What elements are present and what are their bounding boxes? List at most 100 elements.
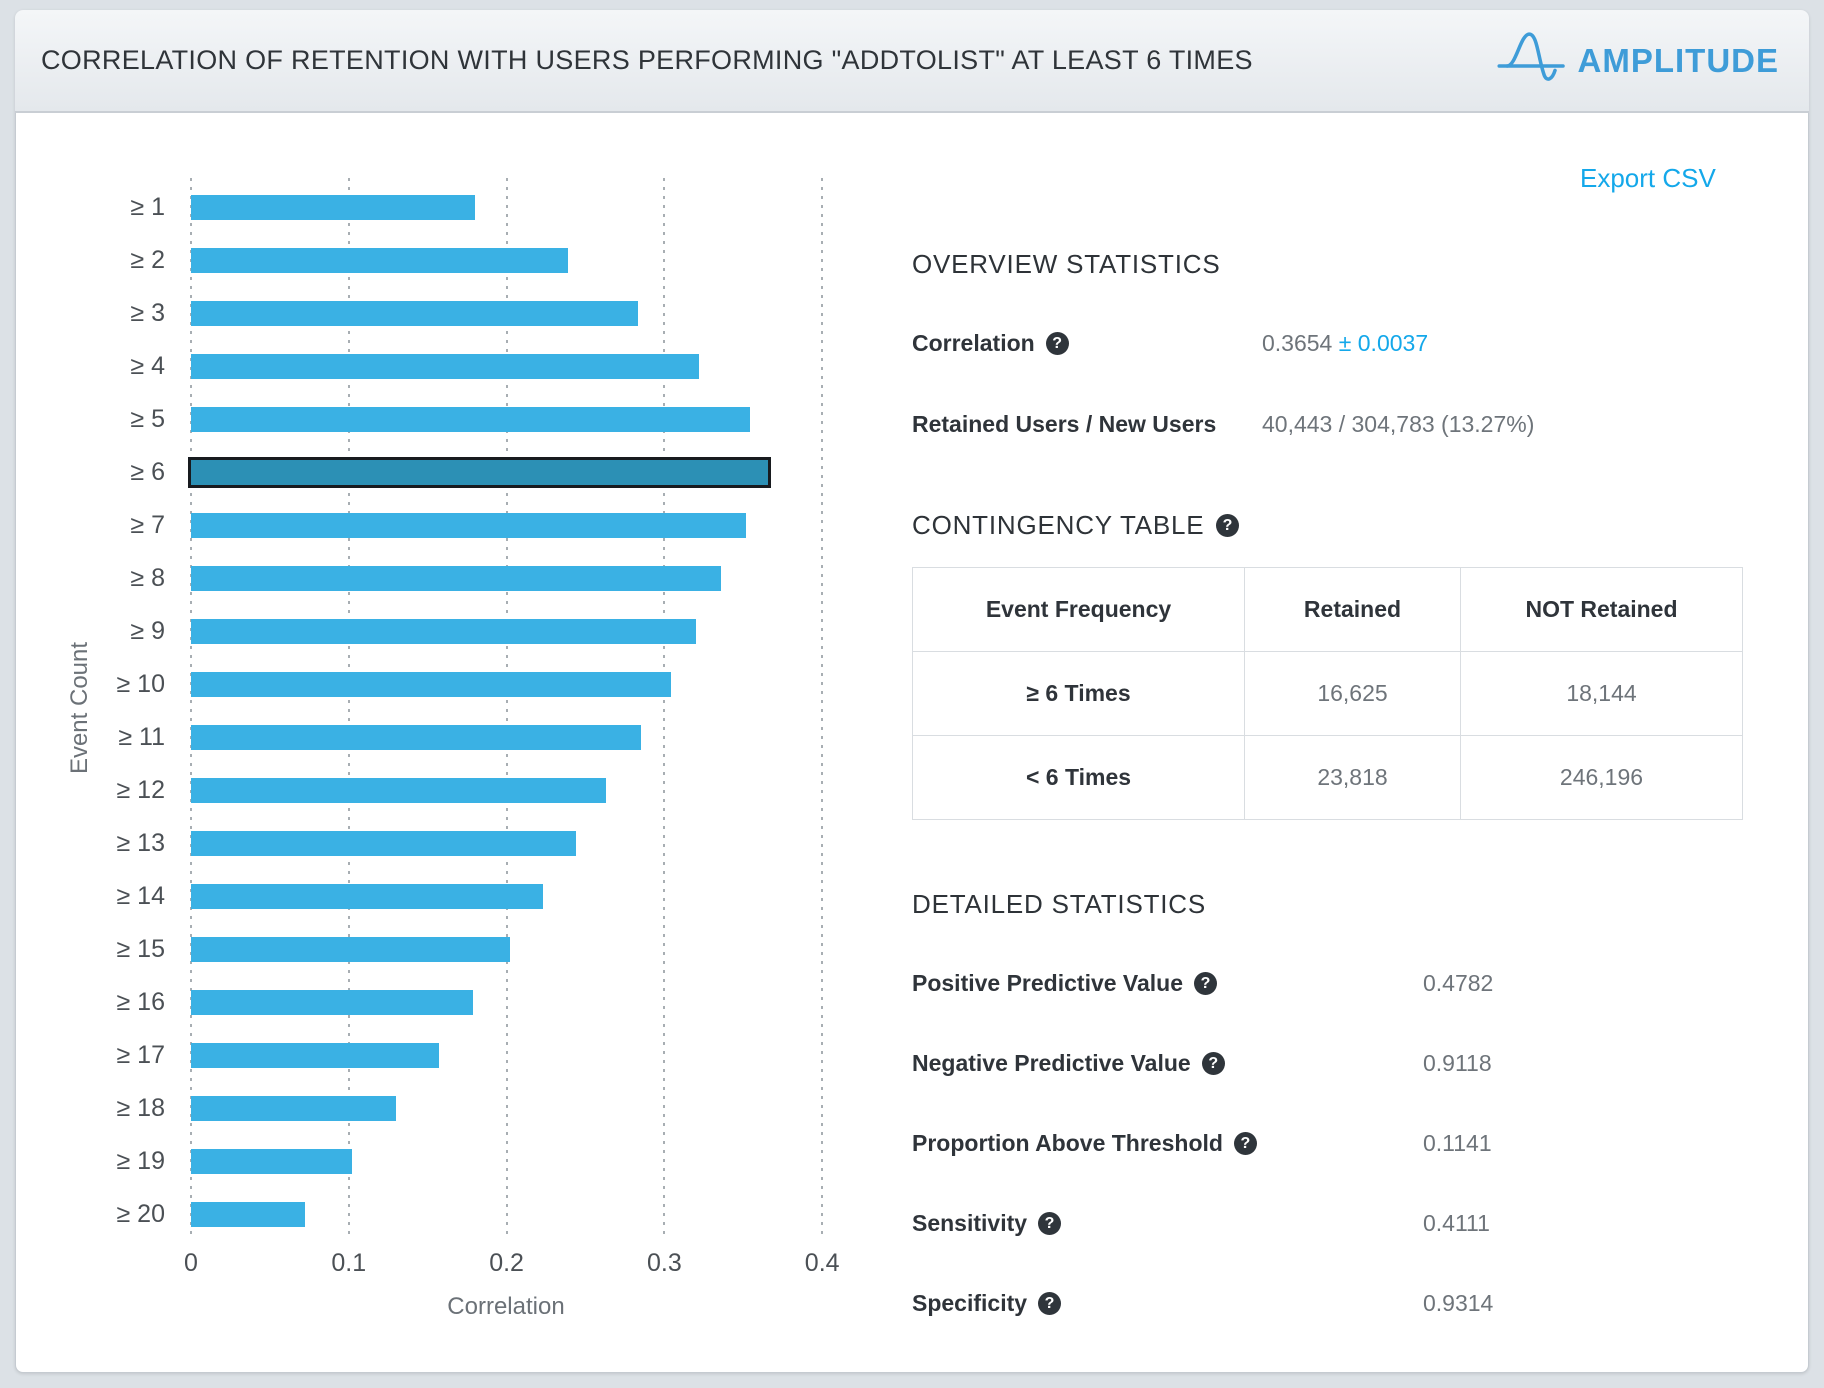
bar-geq-17[interactable] bbox=[191, 1043, 439, 1068]
proportion-above-threshold-label-text: Proportion Above Threshold bbox=[912, 1130, 1223, 1156]
bar-geq-10[interactable] bbox=[191, 672, 671, 697]
correlation-stat-label-text: Correlation bbox=[912, 330, 1035, 356]
bar-geq-12[interactable] bbox=[191, 778, 606, 803]
help-icon[interactable]: ? bbox=[1045, 331, 1069, 355]
specificity-label: Specificity ? bbox=[912, 1288, 1062, 1318]
specificity-label-text: Specificity bbox=[912, 1290, 1028, 1316]
contingency-table-heading: CONTINGENCY TABLE ? bbox=[912, 509, 1240, 541]
x-axis-tick-label: 0.1 bbox=[331, 1249, 367, 1277]
bar-geq-19[interactable] bbox=[191, 1149, 352, 1174]
sensitivity-value: 0.4111 bbox=[1423, 1210, 1490, 1236]
table-row: < 6 Times 23,818 246,196 bbox=[912, 735, 1743, 820]
help-icon[interactable]: ? bbox=[1216, 513, 1240, 537]
specificity-value: 0.9314 bbox=[1423, 1290, 1494, 1316]
y-axis-label: ≥ 11 bbox=[118, 723, 165, 751]
correlation-stat-value: 0.3654 ± 0.0037 bbox=[1262, 328, 1428, 358]
negative-predictive-value: 0.9118 bbox=[1423, 1050, 1492, 1076]
row-label-lt-6-times: < 6 Times bbox=[912, 735, 1245, 820]
gridline bbox=[505, 178, 508, 1240]
y-axis-label: ≥ 16 bbox=[116, 988, 165, 1016]
bar-geq-13[interactable] bbox=[191, 831, 576, 856]
bar-geq-3[interactable] bbox=[191, 301, 638, 326]
help-icon[interactable]: ? bbox=[1038, 1211, 1062, 1235]
retained-users-stat-label: Retained Users / New Users bbox=[912, 409, 1216, 439]
y-axis-label: ≥ 19 bbox=[116, 1147, 165, 1175]
cell-lt6-retained: 23,818 bbox=[1244, 735, 1461, 820]
retained-users-stat-value: 40,443 / 304,783 (13.27%) bbox=[1262, 411, 1535, 437]
help-icon[interactable]: ? bbox=[1201, 1051, 1225, 1075]
contingency-table-heading-text: CONTINGENCY TABLE bbox=[912, 510, 1205, 540]
cell-geq6-not-retained: 18,144 bbox=[1460, 651, 1743, 736]
gridline bbox=[347, 178, 350, 1240]
bar-geq-14[interactable] bbox=[191, 884, 543, 909]
x-axis-tick-label: 0.2 bbox=[489, 1249, 524, 1277]
correlation-stat-label: Correlation ? bbox=[912, 328, 1069, 358]
bar-geq-18[interactable] bbox=[191, 1096, 396, 1121]
y-axis-label: ≥ 20 bbox=[116, 1200, 165, 1228]
bar-geq-2[interactable] bbox=[191, 248, 568, 273]
detailed-statistics-heading-text: DETAILED STATISTICS bbox=[912, 889, 1207, 919]
y-axis-label: ≥ 6 bbox=[130, 458, 165, 486]
positive-predictive-value-label-text: Positive Predictive Value bbox=[912, 970, 1184, 996]
amplitude-wave-icon bbox=[1496, 27, 1568, 94]
y-axis-label: ≥ 18 bbox=[116, 1094, 165, 1122]
cell-lt6-not-retained: 246,196 bbox=[1460, 735, 1743, 820]
bar-geq-20[interactable] bbox=[191, 1202, 305, 1227]
x-axis-tick-label: 0 bbox=[184, 1249, 198, 1277]
bar-geq-5[interactable] bbox=[191, 407, 750, 432]
bar-geq-1[interactable] bbox=[191, 195, 475, 220]
help-icon[interactable]: ? bbox=[1038, 1291, 1062, 1315]
y-axis-label: ≥ 7 bbox=[130, 511, 165, 539]
correlation-confidence-interval: ± 0.0037 bbox=[1338, 330, 1429, 356]
y-axis-label: ≥ 13 bbox=[116, 829, 165, 857]
y-axis-label: ≥ 14 bbox=[116, 882, 165, 910]
contingency-header-row: Event Frequency Retained NOT Retained bbox=[912, 567, 1743, 652]
y-axis-label: ≥ 17 bbox=[116, 1041, 165, 1069]
correlation-value: 0.3654 bbox=[1262, 330, 1333, 356]
bar-geq-7[interactable] bbox=[191, 513, 746, 538]
row-label-geq-6-times: ≥ 6 Times bbox=[912, 651, 1245, 736]
page-title: CORRELATION OF RETENTION WITH USERS PERF… bbox=[41, 45, 1253, 75]
retained-users-stat-label-text: Retained Users / New Users bbox=[912, 411, 1217, 437]
bar-geq-8[interactable] bbox=[191, 566, 721, 591]
overview-statistics-heading-text: OVERVIEW STATISTICS bbox=[912, 249, 1221, 279]
negative-predictive-value-label: Negative Predictive Value ? bbox=[912, 1048, 1225, 1078]
x-axis-title: Correlation bbox=[447, 1293, 565, 1320]
export-csv-link[interactable]: Export CSV bbox=[1580, 163, 1716, 193]
y-axis-label: ≥ 9 bbox=[130, 617, 165, 645]
positive-predictive-value-label: Positive Predictive Value ? bbox=[912, 968, 1218, 998]
negative-predictive-value-label-text: Negative Predictive Value bbox=[912, 1050, 1191, 1076]
bar-geq-9[interactable] bbox=[191, 619, 696, 644]
bar-geq-16[interactable] bbox=[191, 990, 473, 1015]
sensitivity-label: Sensitivity ? bbox=[912, 1208, 1062, 1238]
help-icon[interactable]: ? bbox=[1194, 971, 1218, 995]
gridline bbox=[663, 178, 666, 1240]
proportion-above-threshold-value: 0.1141 bbox=[1423, 1130, 1492, 1156]
overview-statistics-heading: OVERVIEW STATISTICS bbox=[912, 248, 1220, 280]
y-axis-label: ≥ 8 bbox=[130, 564, 165, 592]
column-header-retained: Retained bbox=[1244, 567, 1461, 652]
cell-geq6-retained: 16,625 bbox=[1244, 651, 1461, 736]
y-axis-label: ≥ 4 bbox=[130, 352, 165, 380]
amplitude-logo: AMPLITUDE bbox=[1496, 27, 1780, 94]
y-axis-label: ≥ 15 bbox=[116, 935, 165, 963]
gridline bbox=[821, 178, 824, 1240]
bar-geq-4[interactable] bbox=[191, 354, 699, 379]
y-axis-label: ≥ 3 bbox=[130, 299, 165, 327]
detailed-statistics-heading: DETAILED STATISTICS bbox=[912, 888, 1206, 920]
x-axis-tick-label: 0.3 bbox=[647, 1249, 682, 1277]
x-axis-tick-label: 0.4 bbox=[804, 1249, 840, 1277]
help-icon[interactable]: ? bbox=[1233, 1131, 1257, 1155]
y-axis-label: ≥ 2 bbox=[130, 246, 165, 274]
contingency-table: Event Frequency Retained NOT Retained ≥ … bbox=[912, 567, 1743, 820]
table-row: ≥ 6 Times 16,625 18,144 bbox=[912, 651, 1743, 736]
bar-geq-11[interactable] bbox=[191, 725, 641, 750]
bar-geq-15[interactable] bbox=[191, 937, 510, 962]
y-axis-label: ≥ 5 bbox=[130, 405, 165, 433]
gridline bbox=[190, 178, 192, 1240]
y-axis-label: ≥ 12 bbox=[116, 776, 165, 804]
y-axis-label: ≥ 1 bbox=[130, 193, 165, 221]
column-header-not-retained: NOT Retained bbox=[1460, 567, 1743, 652]
bar-geq-6-selected[interactable] bbox=[188, 457, 771, 488]
brand-name: AMPLITUDE bbox=[1577, 41, 1779, 79]
